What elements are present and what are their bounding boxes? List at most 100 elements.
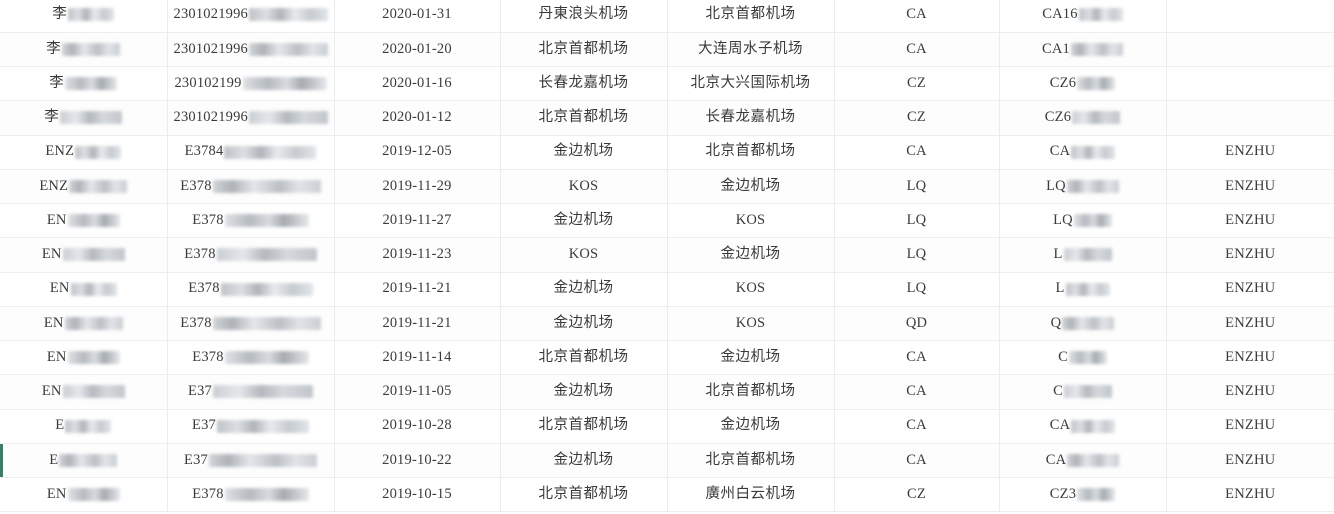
cell-date[interactable]: 2019-11-21 — [334, 272, 501, 307]
cell-extra-note[interactable]: ENZHU — [1166, 340, 1334, 376]
cell-arrival-airport[interactable]: KOS — [667, 203, 835, 239]
cell-flight-number[interactable]: CA1 — [999, 32, 1167, 68]
cell-departure-airport[interactable]: 北京首都机场 — [500, 340, 668, 376]
cell-flight-number[interactable]: CA — [999, 135, 1167, 170]
cell-date[interactable]: 2019-11-29 — [334, 169, 501, 205]
cell-name[interactable]: 李 — [0, 0, 168, 33]
cell-extra-note[interactable]: ENZHU — [1166, 237, 1334, 273]
cell-document-id[interactable]: E378 — [167, 272, 335, 307]
cell-date[interactable]: 2020-01-20 — [334, 32, 501, 68]
cell-airline-code[interactable]: CZ — [834, 477, 1000, 513]
cell-departure-airport[interactable]: 金边机场 — [500, 272, 668, 307]
cell-flight-number[interactable]: C — [999, 340, 1167, 376]
cell-departure-airport[interactable]: KOS — [500, 237, 668, 273]
cell-date[interactable]: 2020-01-12 — [334, 100, 501, 136]
cell-document-id[interactable]: E378 — [167, 169, 335, 205]
cell-document-id[interactable]: E378 — [167, 203, 335, 239]
cell-flight-number[interactable]: CA — [999, 443, 1167, 479]
cell-document-id[interactable]: 2301021996 — [167, 100, 335, 136]
cell-extra-note[interactable]: ENZHU — [1166, 306, 1334, 342]
cell-departure-airport[interactable]: 金边机场 — [500, 135, 668, 170]
cell-airline-code[interactable]: QD — [834, 306, 1000, 342]
cell-arrival-airport[interactable]: 金边机场 — [667, 237, 835, 273]
cell-arrival-airport[interactable]: 金边机场 — [667, 340, 835, 376]
cell-flight-number[interactable]: LQ — [999, 169, 1167, 205]
cell-name[interactable]: 李 — [0, 66, 168, 102]
cell-departure-airport[interactable]: 金边机场 — [500, 374, 668, 410]
cell-extra-note[interactable]: ENZHU — [1166, 409, 1334, 444]
table-row[interactable]: E E37 2019-10-22 金边机场 北京首都机场 CA CA ENZHU — [0, 443, 1334, 479]
table-row[interactable]: 李 2301021996 2020-01-12 北京首都机场 长春龙嘉机场 CZ CZ6 — [0, 100, 1334, 136]
cell-departure-airport[interactable]: KOS — [500, 169, 668, 205]
cell-document-id[interactable]: E37 — [167, 374, 335, 410]
cell-flight-number[interactable]: Q — [999, 306, 1167, 342]
cell-airline-code[interactable]: CA — [834, 0, 1000, 33]
cell-airline-code[interactable]: CA — [834, 443, 1000, 479]
cell-airline-code[interactable]: CA — [834, 374, 1000, 410]
cell-date[interactable]: 2020-01-16 — [334, 66, 501, 102]
table-row[interactable]: ENZ E378 2019-11-29 KOS 金边机场 LQ LQ ENZHU — [0, 169, 1334, 205]
cell-flight-number[interactable]: LQ — [999, 203, 1167, 239]
cell-date[interactable]: 2020-01-31 — [334, 0, 501, 33]
cell-document-id[interactable]: E37 — [167, 443, 335, 479]
cell-flight-number[interactable]: CZ6 — [999, 66, 1167, 102]
cell-date[interactable]: 2019-10-15 — [334, 477, 501, 513]
cell-name[interactable]: EN — [0, 272, 168, 307]
cell-airline-code[interactable]: LQ — [834, 169, 1000, 205]
cell-departure-airport[interactable]: 金边机场 — [500, 443, 668, 479]
cell-date[interactable]: 2019-11-23 — [334, 237, 501, 273]
table-row[interactable]: 李 2301021996 2020-01-20 北京首都机场 大连周水子机场 CA CA1 — [0, 32, 1334, 68]
cell-name[interactable]: ENZ — [0, 169, 168, 205]
table-row[interactable]: EN E378 2019-11-27 金边机场 KOS LQ LQ ENZHU — [0, 203, 1334, 239]
cell-extra-note[interactable] — [1166, 32, 1334, 68]
cell-date[interactable]: 2019-10-28 — [334, 409, 501, 444]
cell-airline-code[interactable]: CA — [834, 32, 1000, 68]
table-row[interactable]: 李 2301021996 2020-01-31 丹東浪头机场 北京首都机场 CA CA16 — [0, 0, 1334, 33]
cell-date[interactable]: 2019-11-21 — [334, 306, 501, 342]
cell-date[interactable]: 2019-12-05 — [334, 135, 501, 170]
cell-extra-note[interactable]: ENZHU — [1166, 203, 1334, 239]
cell-document-id[interactable]: E378 — [167, 306, 335, 342]
cell-name[interactable]: EN — [0, 306, 168, 342]
cell-departure-airport[interactable]: 北京首都机场 — [500, 32, 668, 68]
table-row[interactable]: EN E378 2019-11-23 KOS 金边机场 LQ L ENZHU — [0, 237, 1334, 273]
table-row[interactable]: E E37 2019-10-28 北京首都机场 金边机场 CA CA ENZHU — [0, 409, 1334, 444]
cell-arrival-airport[interactable]: 北京首都机场 — [667, 443, 835, 479]
cell-document-id[interactable]: 2301021996 — [167, 0, 335, 33]
cell-extra-note[interactable]: ENZHU — [1166, 477, 1334, 513]
cell-document-id[interactable]: E378 — [167, 477, 335, 513]
cell-extra-note[interactable]: ENZHU — [1166, 272, 1334, 307]
cell-date[interactable]: 2019-10-22 — [334, 443, 501, 479]
cell-departure-airport[interactable]: 北京首都机场 — [500, 409, 668, 444]
cell-name[interactable]: E — [0, 409, 168, 444]
table-row[interactable]: EN E37 2019-11-05 金边机场 北京首都机场 CA C ENZHU — [0, 374, 1334, 410]
cell-name[interactable]: EN — [0, 340, 168, 376]
cell-extra-note[interactable]: ENZHU — [1166, 443, 1334, 479]
cell-extra-note[interactable] — [1166, 100, 1334, 136]
cell-arrival-airport[interactable]: 金边机场 — [667, 169, 835, 205]
cell-flight-number[interactable]: CZ3 — [999, 477, 1167, 513]
cell-arrival-airport[interactable]: 金边机场 — [667, 409, 835, 444]
cell-departure-airport[interactable]: 金边机场 — [500, 306, 668, 342]
cell-extra-note[interactable]: ENZHU — [1166, 169, 1334, 205]
cell-flight-number[interactable]: L — [999, 272, 1167, 307]
cell-airline-code[interactable]: CZ — [834, 100, 1000, 136]
cell-extra-note[interactable]: ENZHU — [1166, 374, 1334, 410]
table-row[interactable]: EN E378 2019-11-21 金边机场 KOS QD Q ENZHU — [0, 306, 1334, 342]
cell-document-id[interactable]: E3784 — [167, 135, 335, 170]
table-row[interactable]: 李 230102199 2020-01-16 长春龙嘉机场 北京大兴国际机场 CZ CZ6 — [0, 66, 1334, 102]
cell-document-id[interactable]: E378 — [167, 237, 335, 273]
cell-name[interactable]: EN — [0, 237, 168, 273]
cell-departure-airport[interactable]: 北京首都机场 — [500, 477, 668, 513]
cell-arrival-airport[interactable]: 长春龙嘉机场 — [667, 100, 835, 136]
cell-arrival-airport[interactable]: 北京首都机场 — [667, 135, 835, 170]
table-row[interactable]: EN E378 2019-10-15 北京首都机场 廣州白云机场 CZ CZ3 ENZHU — [0, 477, 1334, 513]
cell-airline-code[interactable]: CA — [834, 409, 1000, 444]
cell-document-id[interactable]: E37 — [167, 409, 335, 444]
cell-extra-note[interactable]: ENZHU — [1166, 135, 1334, 170]
cell-arrival-airport[interactable]: 北京大兴国际机场 — [667, 66, 835, 102]
table-row[interactable]: ENZ E3784 2019-12-05 金边机场 北京首都机场 CA CA ENZHU — [0, 135, 1334, 170]
cell-airline-code[interactable]: LQ — [834, 237, 1000, 273]
cell-flight-number[interactable]: L — [999, 237, 1167, 273]
